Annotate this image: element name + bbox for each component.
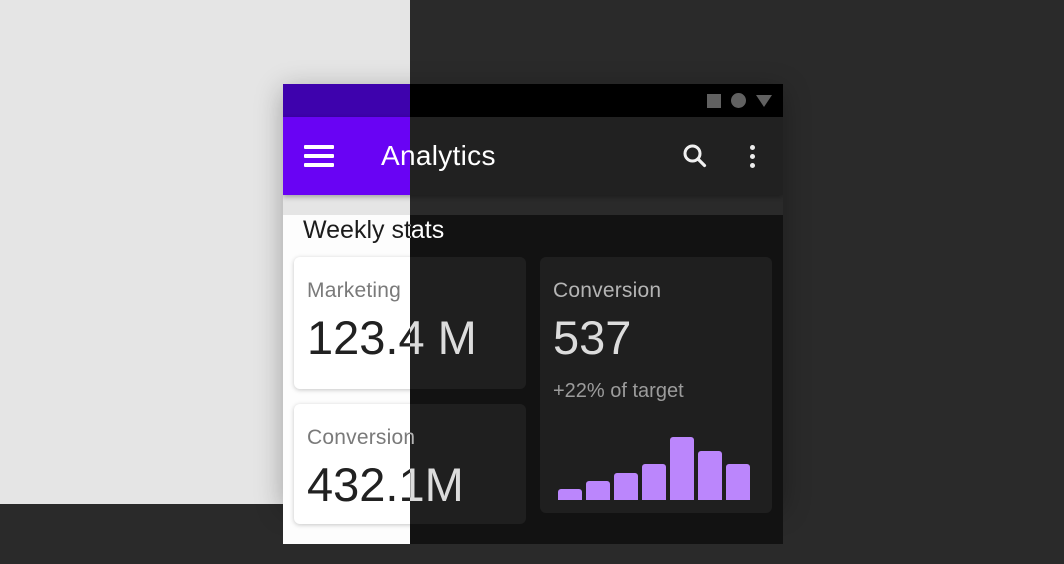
search-icon	[683, 144, 707, 168]
overflow-dot	[750, 162, 755, 168]
section-heading: Weekly stats	[303, 216, 445, 244]
chart-bar	[698, 451, 722, 500]
app-bar-title: Analytics	[381, 140, 410, 172]
circle-icon	[731, 93, 746, 108]
content-area: Weekly stats Marketing 123.4 M Conversio…	[410, 215, 783, 544]
card-value: 432.1M	[410, 458, 513, 512]
overflow-dot	[750, 144, 755, 150]
chart-bar	[614, 473, 638, 500]
search-button[interactable]	[681, 142, 709, 170]
chart-bar	[670, 437, 694, 500]
app-bar: Analytics	[381, 117, 783, 195]
card-marketing[interactable]: Marketing 123.4 M	[410, 257, 526, 389]
triangle-icon	[756, 94, 772, 107]
chart-bar	[586, 481, 610, 500]
app-bar: Analytics	[283, 117, 410, 195]
conversion-bar-chart	[558, 436, 754, 500]
card-label: Conversion	[410, 426, 513, 450]
card-label: Conversion	[553, 279, 662, 302]
card-value: 537	[553, 311, 632, 364]
cards-column-left: Marketing 123.4 M Conversion 432.1M	[410, 257, 526, 524]
card-conversion-main[interactable]: Conversion 537 +22% of target	[540, 257, 772, 513]
card-label: Marketing	[307, 279, 402, 302]
card-value: 123.4 M	[307, 311, 477, 364]
card-delta: +22% of target	[553, 380, 684, 402]
cards-grid: Marketing 123.4 M Conversion 432.1M Conv…	[410, 257, 783, 524]
chart-bar	[558, 489, 582, 500]
card-value: 123.4 M	[410, 311, 513, 365]
card-value: 432.1M	[307, 458, 464, 511]
cards-column-right: Conversion 537 +22% of target	[540, 257, 772, 524]
status-bar	[410, 84, 783, 117]
chart-bar	[642, 464, 666, 500]
overflow-menu-icon[interactable]	[750, 144, 755, 168]
status-bar	[283, 84, 410, 117]
square-icon	[707, 93, 721, 108]
hamburger-menu-icon[interactable]	[304, 145, 334, 167]
section-heading: Weekly stats	[410, 215, 763, 245]
phone-dark-half: Analytics Weekly stats Marketing 123.4 M…	[381, 84, 783, 544]
phone-mockup: Analytics Weekly stats Marketing 123.4 M…	[283, 84, 783, 544]
card-marketing[interactable]: Marketing 123.4 M	[294, 257, 477, 389]
app-bar-title: Analytics	[381, 140, 496, 171]
overflow-dot	[750, 153, 755, 159]
card-label: Conversion	[307, 426, 416, 449]
chart-bar	[726, 464, 750, 500]
